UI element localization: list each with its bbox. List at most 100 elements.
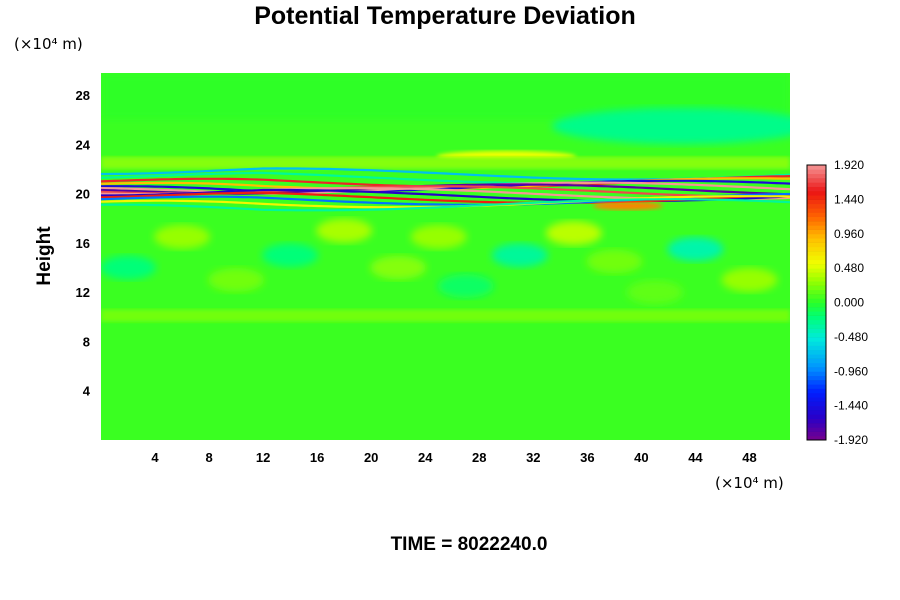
- colorbar-segment: [807, 345, 826, 351]
- field-patch: [208, 267, 265, 292]
- colorbar-segment: [807, 165, 826, 170]
- colorbar-segment: [807, 289, 826, 295]
- field-patch: [316, 218, 373, 243]
- x-axis-unit: (×10⁴ m): [715, 474, 784, 492]
- colorbar-segment: [807, 216, 826, 222]
- colorbar-tick-label: 0.000: [834, 296, 864, 310]
- colorbar-segment: [807, 242, 826, 248]
- colorbar-tick-label: 1.920: [834, 158, 864, 172]
- colorbar-segment: [807, 435, 826, 441]
- colorbar-segment: [807, 238, 826, 243]
- colorbar-segment: [807, 323, 826, 329]
- y-tick-label: 4: [83, 384, 91, 399]
- colorbar-segment: [807, 397, 826, 402]
- colorbar-segment: [807, 311, 826, 316]
- colorbar-frame: [806, 164, 827, 441]
- field-patch: [667, 237, 724, 262]
- colorbar-tick-label: -1.920: [834, 433, 868, 447]
- field-patch: [545, 221, 602, 246]
- colorbar-tick-label: -0.480: [834, 330, 868, 344]
- colorbar-segment: [807, 332, 826, 338]
- colorbar-tick-label: -1.440: [834, 399, 868, 413]
- y-tick-label: 28: [76, 88, 90, 103]
- colorbar-segment: [807, 233, 826, 239]
- colorbar-segment: [807, 354, 826, 359]
- field-patch: [551, 107, 790, 144]
- colorbar-segment: [807, 207, 826, 213]
- colorbar-tick-label: 0.480: [834, 261, 864, 275]
- colorbar-segment: [807, 328, 826, 334]
- field-patch: [721, 267, 778, 292]
- colorbar-segment: [807, 405, 826, 411]
- colorbar-segment: [807, 298, 826, 303]
- colorbar-segment: [807, 319, 826, 325]
- colorbar-segment: [807, 212, 826, 218]
- y-tick-label: 16: [76, 236, 90, 251]
- chart-title: Potential Temperature Deviation: [254, 2, 636, 30]
- x-tick-label: 20: [364, 450, 378, 465]
- colorbar-segment: [807, 306, 826, 312]
- colorbar-segment: [807, 190, 826, 196]
- field-patch: [491, 243, 548, 268]
- field-band: [101, 156, 790, 170]
- colorbar-tick-label: 0.960: [834, 227, 864, 241]
- colorbar-segment: [807, 388, 826, 394]
- colorbar-segment: [807, 341, 826, 346]
- field-patch: [626, 280, 683, 305]
- colorbar-segment: [807, 220, 826, 226]
- colorbar-segment: [807, 422, 826, 428]
- colorbar-segment: [807, 285, 826, 291]
- x-tick-label: 32: [526, 450, 540, 465]
- colorbar-tick-label: -0.960: [834, 364, 868, 378]
- colorbar-segment: [807, 384, 826, 389]
- colorbar-segment: [807, 272, 826, 278]
- y-tick-label: 20: [76, 187, 90, 202]
- colorbar-segment: [807, 177, 826, 183]
- colorbar-segment: [807, 418, 826, 424]
- y-axis-label: Height: [34, 226, 55, 286]
- colorbar-segment: [807, 182, 826, 187]
- colorbar-segment: [807, 186, 826, 192]
- heatmap-field: [101, 73, 790, 440]
- colorbar-segment: [807, 427, 826, 432]
- x-tick-label: 8: [205, 450, 212, 465]
- colorbar-segment: [807, 229, 826, 235]
- x-tick-label: 36: [580, 450, 594, 465]
- colorbar-tick-labels: 1.920 1.440 0.960 0.480 0.000 -0.480 -0.960 -1.…: [834, 158, 868, 447]
- colorbar-segment: [807, 375, 826, 381]
- field-patch: [101, 255, 157, 280]
- colorbar-tick-label: 1.440: [834, 192, 864, 206]
- colorbar-segment: [807, 169, 826, 175]
- y-tick-labels: 4 8 12 16 20 24 28: [76, 88, 91, 399]
- colorbar-segment: [807, 173, 826, 179]
- colorbar-segment: [807, 250, 826, 256]
- field-layer-stripe: [101, 198, 790, 212]
- colorbar-segment: [807, 366, 826, 372]
- colorbar-segment: [807, 371, 826, 377]
- colorbar-segment: [807, 336, 826, 342]
- colorbar-segment: [807, 349, 826, 355]
- y-axis-unit: (×10⁴ m): [14, 35, 83, 53]
- field-patch: [262, 243, 319, 268]
- field-layer-stripe: [101, 179, 790, 193]
- y-tick-label: 8: [83, 334, 90, 349]
- colorbar-segment: [807, 276, 826, 282]
- colorbar-segment: [807, 414, 826, 420]
- colorbar-segment: [807, 281, 826, 286]
- x-tick-label: 28: [472, 450, 486, 465]
- colorbar-segment: [807, 302, 826, 308]
- colorbar-segment: [807, 379, 826, 385]
- colorbar-segment: [807, 225, 826, 230]
- time-label: TIME = 8022240.0: [391, 534, 548, 555]
- colorbar-segment: [807, 255, 826, 261]
- colorbar-segment: [807, 358, 826, 364]
- colorbar-segment: [807, 199, 826, 205]
- x-tick-label: 48: [742, 450, 756, 465]
- y-tick-label: 24: [76, 137, 91, 152]
- field-patch: [592, 202, 663, 211]
- x-tick-label: 40: [634, 450, 648, 465]
- colorbar-segment: [807, 409, 826, 415]
- x-tick-label: 24: [418, 450, 433, 465]
- colorbar-segment: [807, 203, 826, 209]
